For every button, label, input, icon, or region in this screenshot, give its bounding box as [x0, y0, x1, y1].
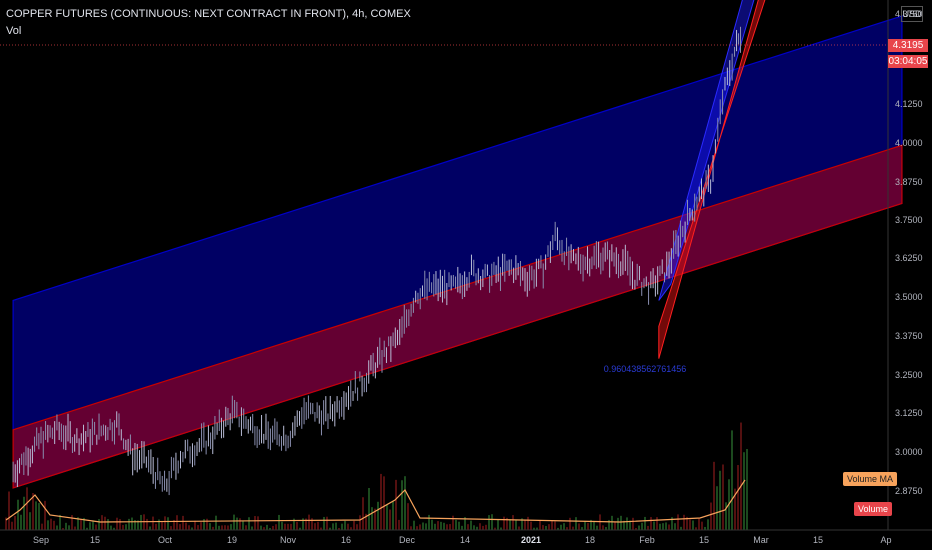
volume-indicator-label[interactable]: Vol: [6, 25, 22, 37]
time-tick-label: Feb: [639, 535, 655, 545]
countdown-tag: 03:04:05: [888, 55, 928, 68]
price-tick-label: 4.1250: [895, 99, 923, 109]
time-tick-label: 15: [813, 535, 823, 545]
price-tick-label: 3.5000: [895, 292, 923, 302]
time-tick-label: 18: [585, 535, 595, 545]
fib-annotation: 0.960438562761456: [604, 364, 687, 374]
time-tick-label: 16: [341, 535, 351, 545]
time-tick-label: 15: [699, 535, 709, 545]
last-price-tag: 4.3195: [888, 39, 928, 52]
time-tick-label: 2021: [521, 535, 541, 545]
price-tick-label: 3.8750: [895, 177, 923, 187]
price-tick-label: 3.2500: [895, 370, 923, 380]
time-tick-label: Dec: [399, 535, 416, 545]
price-tick-label: 2.8750: [895, 486, 923, 496]
volume-ma-label: Volume MA: [843, 472, 898, 486]
time-tick-label: 19: [227, 535, 237, 545]
currency-label[interactable]: USD: [901, 6, 923, 22]
price-tick-label: 3.1250: [895, 408, 923, 418]
time-tick-label: Sep: [33, 535, 49, 545]
price-tick-label: 4.0000: [895, 138, 923, 148]
channel-band-2: [12, 144, 903, 489]
symbol-title: COPPER FUTURES (CONTINUOUS: NEXT CONTRAC…: [6, 8, 411, 20]
time-tick-label: Oct: [158, 535, 173, 545]
volume-label: Volume: [854, 502, 893, 516]
time-tick-label: Nov: [280, 535, 297, 545]
price-tick-label: 3.0000: [895, 447, 923, 457]
time-tick-label: 14: [460, 535, 470, 545]
time-tick-label: 15: [90, 535, 100, 545]
time-tick-label: Mar: [753, 535, 769, 545]
time-tick-label: Ap: [880, 535, 891, 545]
price-tick-label: 3.7500: [895, 215, 923, 225]
breakout-channel-red: [658, 0, 766, 359]
price-tick-label: 3.6250: [895, 253, 923, 263]
price-tick-label: 3.3750: [895, 331, 923, 341]
volume-ma-line: [5, 479, 746, 523]
price-tick-label: 4.3750: [895, 9, 923, 19]
